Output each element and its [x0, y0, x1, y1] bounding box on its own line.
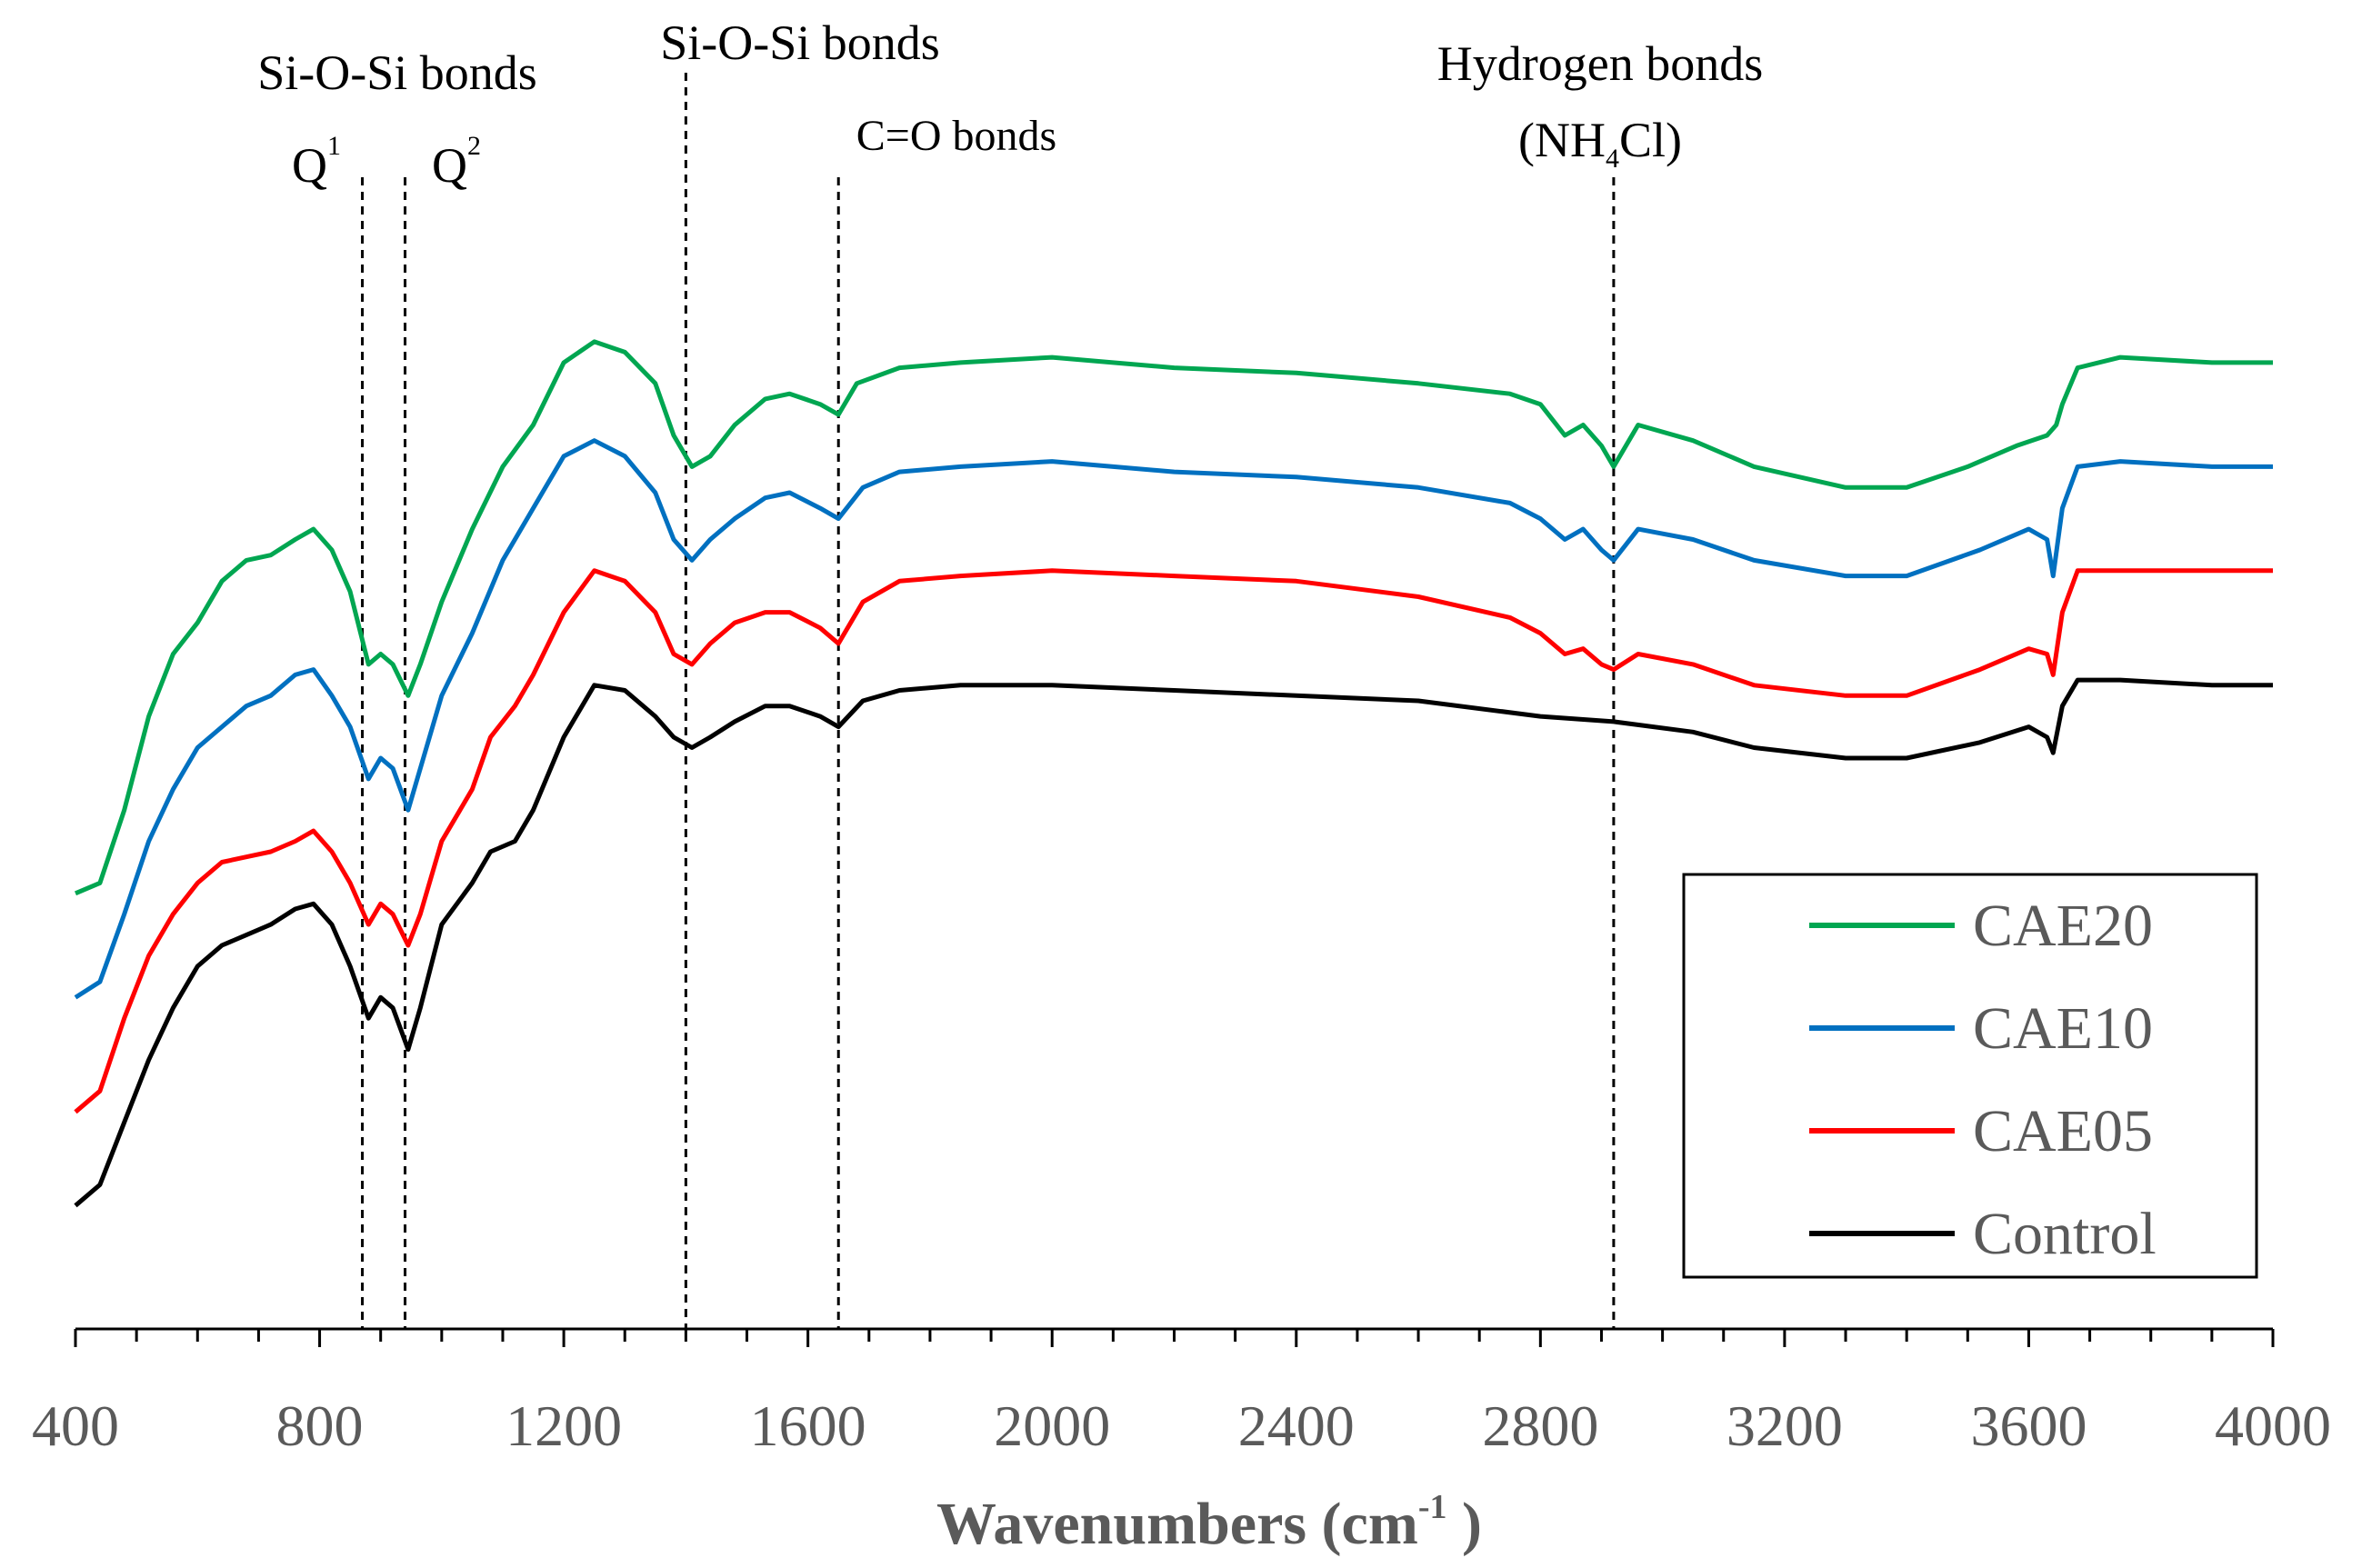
legend-label-cae10: CAE10: [1973, 995, 2153, 1062]
annotation-q2: Q2: [432, 131, 481, 193]
series-line-control: [74, 677, 2273, 1208]
annotation-si-o-si-left: Si-O-Si bonds: [257, 45, 537, 100]
x-axis-title: Wavenumbers (cm-1 ): [936, 1488, 1482, 1557]
annotation-nh4cl: (NH4Cl): [1518, 113, 1682, 174]
x-tick-label: 4000: [2215, 1393, 2331, 1458]
legend-label-control: Control: [1973, 1201, 2157, 1267]
x-tick-label: 1200: [505, 1393, 622, 1458]
series-line-cae10: [74, 438, 2273, 1000]
legend-label-cae05: CAE05: [1973, 1098, 2153, 1164]
legend-label-cae20: CAE20: [1973, 893, 2153, 959]
x-tick-label: 2400: [1238, 1393, 1355, 1458]
legend: CAE20 CAE10 CAE05 Control: [1809, 893, 2157, 1267]
x-tick-label: 2800: [1482, 1393, 1598, 1458]
x-tick-label: 400: [32, 1393, 119, 1458]
annotation-hydrogen: Hydrogen bonds: [1437, 36, 1763, 91]
x-axis-ticks: [74, 1329, 2275, 1347]
annotation-q1: Q1: [292, 131, 341, 193]
x-tick-label: 800: [276, 1393, 364, 1458]
x-tick-label: 2000: [994, 1393, 1110, 1458]
x-axis-tick-labels: 400 800 1200 1600 2000 2400 2800 3200 3600 4000: [32, 1393, 2331, 1458]
series-group: [74, 339, 2273, 1208]
series-line-cae20: [75, 339, 2273, 896]
annotation-lines: [361, 73, 1616, 1329]
x-tick-label: 1600: [750, 1393, 866, 1458]
series-line-cae05: [74, 568, 2273, 1114]
annotation-co: C=O bonds: [856, 112, 1056, 160]
x-tick-label: 3200: [1726, 1393, 1843, 1458]
legend-box: [1682, 873, 2258, 1279]
x-tick-label: 3600: [1970, 1393, 2087, 1458]
annotation-si-o-si-right: Si-O-Si bonds: [660, 15, 940, 70]
